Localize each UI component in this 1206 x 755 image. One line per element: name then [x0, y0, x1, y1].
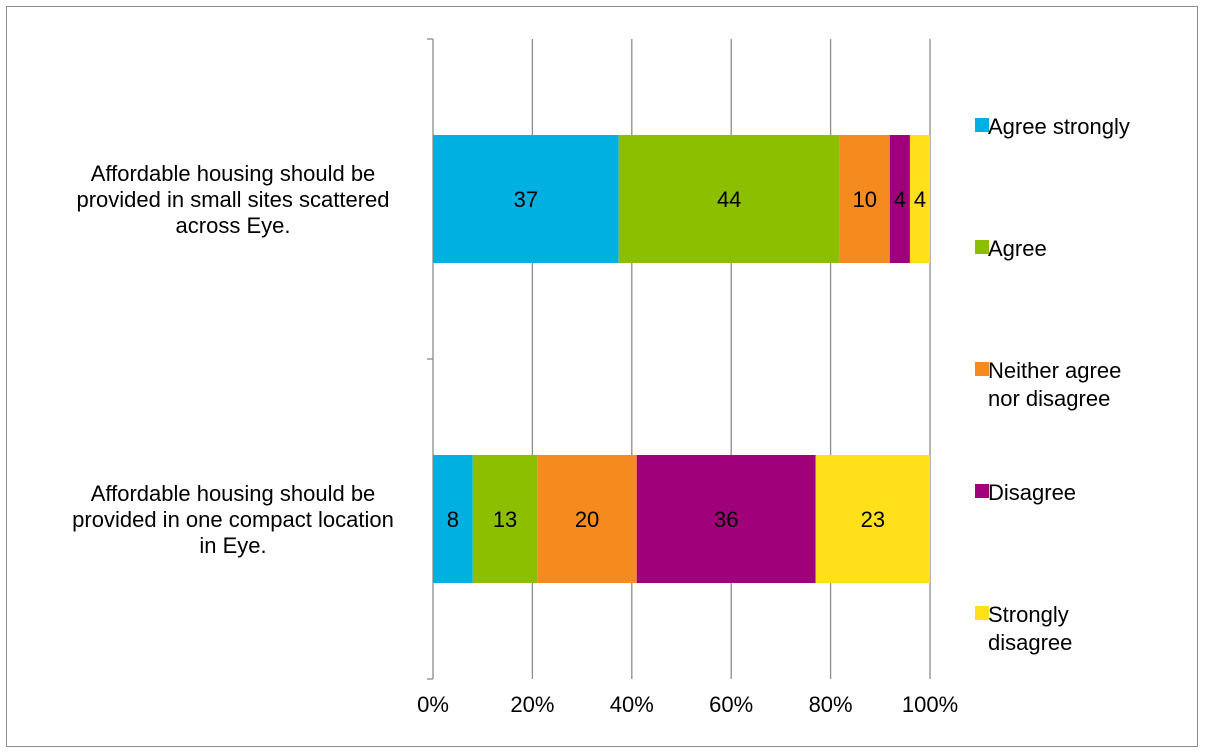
legend: Agree strongly Agree Neither agree nor disa…: [975, 114, 1130, 655]
bar-segment: [433, 135, 619, 263]
x-tick-labels: 0% 20% 40% 60% 80% 100%: [417, 692, 958, 717]
legend-swatch: [975, 362, 989, 376]
legend-label-line: Strongly: [988, 602, 1069, 627]
category-label: Affordable housing should be provided in …: [76, 161, 389, 238]
legend-label-line: Neither agree: [988, 358, 1121, 383]
category-label-line: in Eye.: [199, 533, 266, 558]
x-tick-label: 20%: [510, 692, 554, 717]
data-label: 8: [447, 507, 459, 532]
legend-label-line: disagree: [988, 630, 1072, 655]
x-tick-label: 100%: [902, 692, 958, 717]
legend-label: Neither agree nor disagree: [988, 358, 1121, 411]
x-tick-label: 80%: [809, 692, 853, 717]
bar-segment: [618, 135, 840, 263]
legend-label-line: Disagree: [988, 480, 1076, 505]
category-axis: [427, 38, 434, 680]
legend-item: Neither agree nor disagree: [975, 358, 1121, 411]
category-label-line: across Eye.: [176, 213, 291, 238]
legend-swatch: [975, 240, 989, 254]
data-label: 4: [914, 187, 926, 212]
legend-item: Agree: [975, 236, 1047, 261]
legend-swatch: [975, 118, 989, 132]
category-label-line: Affordable housing should be: [91, 161, 376, 186]
bar-segment: [537, 455, 637, 583]
category-labels: Affordable housing should be provided in …: [72, 161, 394, 558]
bar-segment: [433, 455, 473, 583]
bar-segment: [839, 135, 890, 263]
bar-segment: [815, 455, 930, 583]
category-label-line: Affordable housing should be: [91, 481, 376, 506]
legend-label-line: Agree: [988, 236, 1047, 261]
legend-label-line: Agree strongly: [988, 114, 1130, 139]
x-tick-label: 60%: [709, 692, 753, 717]
data-label: 13: [493, 507, 517, 532]
legend-label-line: nor disagree: [988, 386, 1110, 411]
legend-label: Disagree: [988, 480, 1076, 505]
category-label-line: provided in one compact location: [72, 507, 394, 532]
legend-item: Disagree: [975, 480, 1076, 505]
legend-label: Agree: [988, 236, 1047, 261]
data-label: 10: [852, 187, 876, 212]
data-label: 36: [714, 507, 738, 532]
x-tick-label: 0%: [417, 692, 449, 717]
data-label: 37: [514, 187, 538, 212]
data-label: 23: [861, 507, 885, 532]
bar-segment: [909, 135, 930, 263]
data-label: 20: [575, 507, 599, 532]
bar-segment: [472, 455, 538, 583]
data-labels: 37 44 10 4 4 8 13 20 36 23: [447, 187, 926, 532]
data-label: 44: [717, 187, 741, 212]
data-label: 4: [894, 187, 906, 212]
bar-segment: [889, 135, 910, 263]
category-label: Affordable housing should be provided in …: [72, 481, 394, 558]
chart-frame: [6, 6, 1198, 747]
bar-segments: [433, 135, 930, 583]
legend-item: Agree strongly: [975, 114, 1130, 139]
legend-label: Agree strongly: [988, 114, 1130, 139]
legend-swatch: [975, 484, 989, 498]
bar-segment: [636, 455, 816, 583]
legend-swatch: [975, 606, 989, 620]
legend-label: Strongly disagree: [988, 602, 1072, 655]
x-tick-label: 40%: [610, 692, 654, 717]
category-label-line: provided in small sites scattered: [76, 187, 389, 212]
legend-item: Strongly disagree: [975, 602, 1072, 655]
